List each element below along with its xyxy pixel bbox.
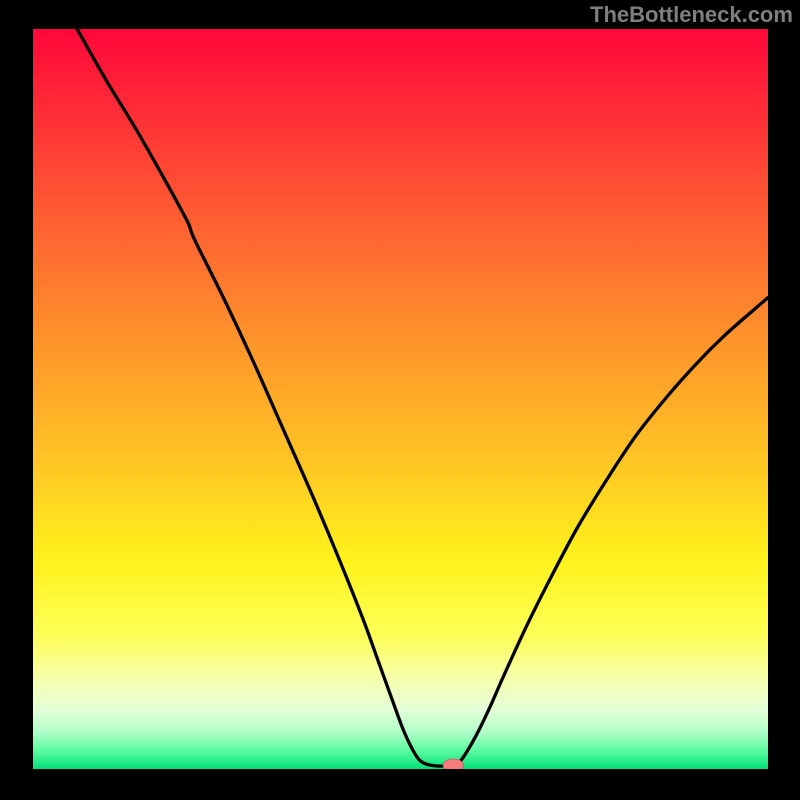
plot-area bbox=[33, 29, 768, 769]
chart-svg bbox=[33, 29, 768, 769]
watermark-text: TheBottleneck.com bbox=[590, 2, 793, 28]
optimal-point-marker bbox=[443, 759, 464, 769]
chart-frame: TheBottleneck.com bbox=[0, 0, 800, 800]
